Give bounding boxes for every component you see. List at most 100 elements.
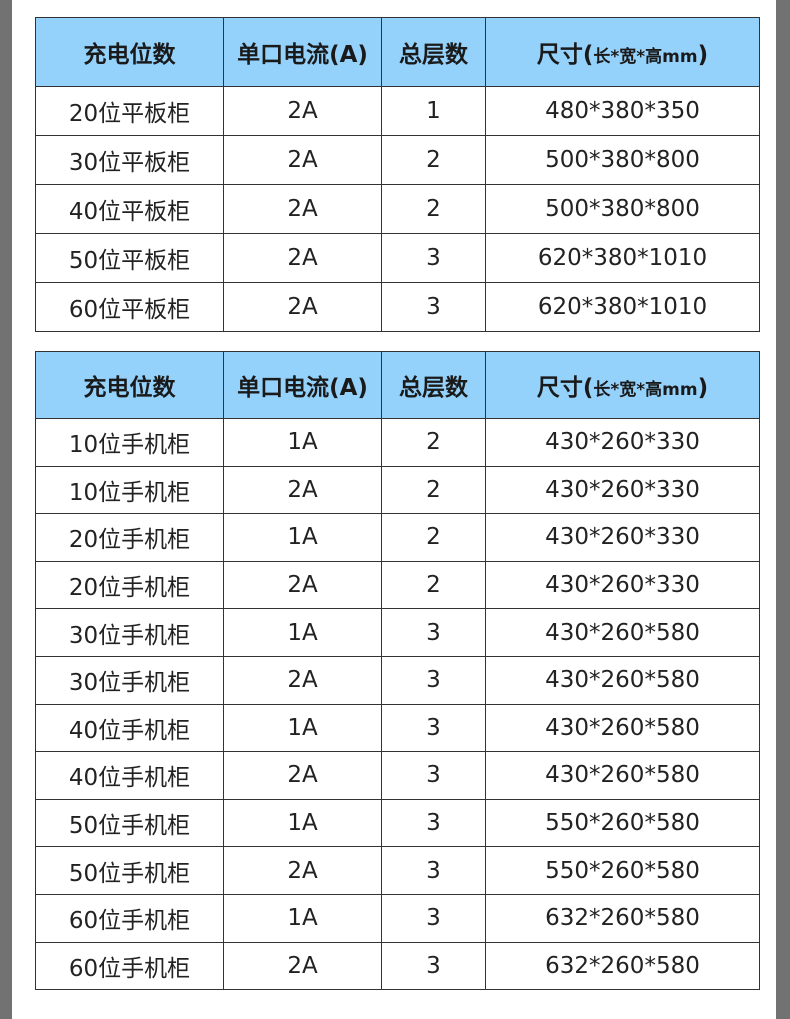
cell-charging-slots: 10位手机柜 bbox=[35, 418, 224, 467]
cell-layers: 2 bbox=[381, 135, 486, 185]
cell-port-current: 2A bbox=[223, 560, 382, 610]
cell-size: 480*380*350 bbox=[485, 86, 760, 136]
cell-port-current: 2A bbox=[223, 655, 382, 705]
cell-layers: 3 bbox=[381, 282, 486, 332]
cell-layers: 3 bbox=[381, 893, 486, 943]
table-row: 60位手机柜 1A 3 632*260*580 bbox=[35, 893, 760, 943]
cell-port-current: 1A bbox=[223, 703, 382, 753]
header-size-sub: 长*宽*高mm bbox=[593, 47, 698, 67]
header-charging-slots: 充电位数 bbox=[35, 351, 224, 419]
cell-layers: 3 bbox=[381, 941, 486, 991]
table-row: 40位手机柜 1A 3 430*260*580 bbox=[35, 703, 760, 753]
cell-size: 430*260*330 bbox=[485, 513, 760, 562]
cell-size: 632*260*580 bbox=[485, 893, 760, 943]
header-port-current: 单口电流(A) bbox=[223, 17, 382, 87]
cell-size: 430*260*580 bbox=[485, 751, 760, 800]
cell-port-current: 1A bbox=[223, 513, 382, 562]
table-row: 30位手机柜 2A 3 430*260*580 bbox=[35, 655, 760, 705]
cell-layers: 2 bbox=[381, 513, 486, 562]
phone-cabinet-spec-table: 充电位数 单口电流(A) 总层数 尺寸(长*宽*高mm) 10位手机柜 1A 2 43… bbox=[35, 351, 760, 991]
cell-port-current: 1A bbox=[223, 798, 382, 848]
cell-size: 620*380*1010 bbox=[485, 282, 760, 332]
header-row: 充电位数 单口电流(A) 总层数 尺寸(长*宽*高mm) bbox=[35, 351, 760, 419]
cell-port-current: 2A bbox=[223, 941, 382, 991]
cell-charging-slots: 60位平板柜 bbox=[35, 282, 224, 332]
tablet-cabinet-spec-table: 充电位数 单口电流(A) 总层数 尺寸(长*宽*高mm) 20位平板柜 2A 1 48… bbox=[35, 17, 760, 332]
cell-size: 430*260*580 bbox=[485, 703, 760, 753]
cell-port-current: 2A bbox=[223, 282, 382, 332]
header-charging-slots: 充电位数 bbox=[35, 17, 224, 87]
right-side-bar bbox=[776, 0, 790, 1019]
header-size-end: ) bbox=[697, 375, 709, 401]
cell-port-current: 1A bbox=[223, 893, 382, 943]
cell-size: 430*260*330 bbox=[485, 465, 760, 515]
cell-port-current: 2A bbox=[223, 846, 382, 895]
table-row: 60位平板柜 2A 3 620*380*1010 bbox=[35, 282, 760, 332]
cell-charging-slots: 30位平板柜 bbox=[35, 135, 224, 185]
cell-charging-slots: 30位手机柜 bbox=[35, 608, 224, 657]
cell-port-current: 2A bbox=[223, 465, 382, 515]
cell-size: 620*380*1010 bbox=[485, 233, 760, 283]
table-row: 50位平板柜 2A 3 620*380*1010 bbox=[35, 233, 760, 283]
cell-size: 500*380*800 bbox=[485, 135, 760, 185]
cell-charging-slots: 50位平板柜 bbox=[35, 233, 224, 283]
header-port-current: 单口电流(A) bbox=[223, 351, 382, 419]
cell-layers: 3 bbox=[381, 655, 486, 705]
header-size-main: 尺寸( bbox=[536, 42, 594, 68]
cell-port-current: 1A bbox=[223, 608, 382, 657]
header-row: 充电位数 单口电流(A) 总层数 尺寸(长*宽*高mm) bbox=[35, 17, 760, 87]
cell-charging-slots: 50位手机柜 bbox=[35, 846, 224, 895]
cell-port-current: 2A bbox=[223, 86, 382, 136]
cell-layers: 2 bbox=[381, 184, 486, 234]
table-row: 20位平板柜 2A 1 480*380*350 bbox=[35, 86, 760, 136]
table-row: 20位手机柜 2A 2 430*260*330 bbox=[35, 560, 760, 610]
table-row: 30位平板柜 2A 2 500*380*800 bbox=[35, 135, 760, 185]
cell-size: 430*260*330 bbox=[485, 560, 760, 610]
cell-port-current: 2A bbox=[223, 751, 382, 800]
cell-size: 550*260*580 bbox=[485, 846, 760, 895]
cell-layers: 3 bbox=[381, 703, 486, 753]
cell-size: 632*260*580 bbox=[485, 941, 760, 991]
cell-charging-slots: 60位手机柜 bbox=[35, 941, 224, 991]
cell-port-current: 1A bbox=[223, 418, 382, 467]
header-size-end: ) bbox=[697, 42, 709, 68]
header-size-main: 尺寸( bbox=[536, 375, 594, 401]
cell-size: 500*380*800 bbox=[485, 184, 760, 234]
cell-layers: 3 bbox=[381, 608, 486, 657]
cell-port-current: 2A bbox=[223, 233, 382, 283]
table-row: 30位手机柜 1A 3 430*260*580 bbox=[35, 608, 760, 657]
cell-charging-slots: 40位手机柜 bbox=[35, 751, 224, 800]
cell-layers: 2 bbox=[381, 465, 486, 515]
header-layers: 总层数 bbox=[381, 351, 486, 419]
table-row: 40位手机柜 2A 3 430*260*580 bbox=[35, 751, 760, 800]
cell-size: 430*260*330 bbox=[485, 418, 760, 467]
cell-charging-slots: 20位手机柜 bbox=[35, 560, 224, 610]
table-row: 10位手机柜 1A 2 430*260*330 bbox=[35, 418, 760, 467]
cell-layers: 3 bbox=[381, 751, 486, 800]
cell-port-current: 2A bbox=[223, 135, 382, 185]
cell-layers: 3 bbox=[381, 798, 486, 848]
cell-charging-slots: 30位手机柜 bbox=[35, 655, 224, 705]
cell-charging-slots: 10位手机柜 bbox=[35, 465, 224, 515]
header-layers: 总层数 bbox=[381, 17, 486, 87]
header-size: 尺寸(长*宽*高mm) bbox=[485, 17, 760, 87]
table-row: 50位手机柜 2A 3 550*260*580 bbox=[35, 846, 760, 895]
cell-layers: 2 bbox=[381, 560, 486, 610]
left-side-bar bbox=[0, 0, 12, 1019]
cell-port-current: 2A bbox=[223, 184, 382, 234]
table-row: 10位手机柜 2A 2 430*260*330 bbox=[35, 465, 760, 515]
cell-layers: 1 bbox=[381, 86, 486, 136]
header-size-sub: 长*宽*高mm bbox=[593, 380, 698, 400]
cell-size: 430*260*580 bbox=[485, 655, 760, 705]
cell-layers: 2 bbox=[381, 418, 486, 467]
cell-charging-slots: 40位平板柜 bbox=[35, 184, 224, 234]
table-row: 40位平板柜 2A 2 500*380*800 bbox=[35, 184, 760, 234]
cell-layers: 3 bbox=[381, 233, 486, 283]
cell-charging-slots: 60位手机柜 bbox=[35, 893, 224, 943]
cell-charging-slots: 50位手机柜 bbox=[35, 798, 224, 848]
cell-layers: 3 bbox=[381, 846, 486, 895]
table-row: 20位手机柜 1A 2 430*260*330 bbox=[35, 513, 760, 562]
cell-charging-slots: 20位平板柜 bbox=[35, 86, 224, 136]
cell-size: 430*260*580 bbox=[485, 608, 760, 657]
table-row: 50位手机柜 1A 3 550*260*580 bbox=[35, 798, 760, 848]
